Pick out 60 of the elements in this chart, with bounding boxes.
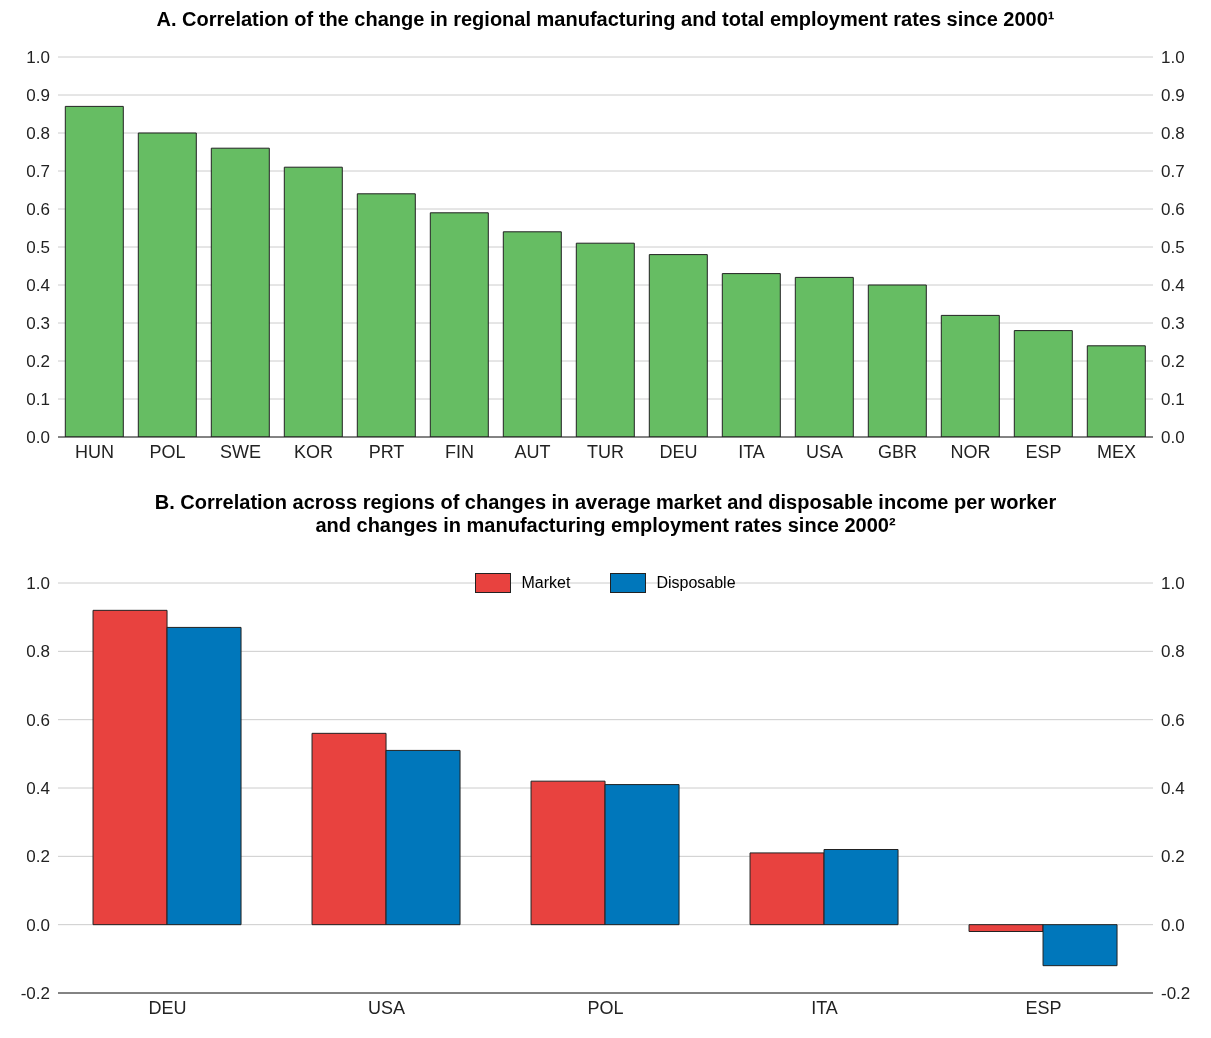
y-tick-label: 0.6 [26,200,50,220]
y-tick-label: 0.5 [26,238,50,258]
legend-label: Disposable [655,573,736,593]
x-tick-label: SWE [219,441,262,462]
x-tick-label: ITA [738,441,765,462]
y2-tick-label: 0.3 [1161,314,1185,334]
x-tick-label: KOR [293,441,334,462]
chart-title: A. Correlation of the change in regional manufacturing and total employment rates since 2000¹ [155,8,1056,31]
x-tick-label: HUN [75,441,114,462]
y2-tick-label: 1.0 [1161,48,1185,68]
x-tick-label: PRT [368,441,405,462]
y2-tick-label: 1.0 [1161,574,1185,594]
y-tick-label: 0.4 [26,779,50,799]
y2-tick-label: 0.5 [1161,238,1185,258]
y2-tick-label: 0.2 [1161,352,1185,372]
x-tick-label: NOR [950,441,991,462]
y2-tick-label: 0.8 [1161,124,1185,144]
y2-tick-label: -0.2 [1161,984,1191,1004]
x-tick-label: FIN [445,441,474,462]
x-tick-label: MEX [1096,441,1137,462]
x-tick-label: ITA [811,997,838,1018]
x-tick-label: POL [587,997,624,1018]
y2-tick-label: 0.9 [1161,86,1185,106]
x-tick-label: AUT [514,441,551,462]
y2-tick-label: 0.0 [1161,428,1185,448]
legend-label: Market [520,573,571,593]
y2-tick-label: 0.7 [1161,162,1185,182]
y-tick-label: 1.0 [26,574,50,594]
y-tick-label: 0.8 [26,642,50,662]
x-tick-label: DEU [148,997,187,1018]
y-tick-label: 0.2 [26,847,50,867]
x-tick-label: USA [367,997,406,1018]
x-tick-label: ESP [1025,997,1062,1018]
y-tick-label: -0.2 [20,984,50,1004]
y-tick-label: 0.2 [26,352,50,372]
x-tick-label: GBR [877,441,918,462]
x-tick-label: POL [149,441,186,462]
y2-tick-label: 0.6 [1161,710,1185,730]
y-tick-label: 0.4 [26,276,50,296]
y-tick-label: 0.0 [26,915,50,935]
x-tick-label: TUR [587,441,624,462]
y-tick-label: 0.8 [26,124,50,144]
y-tick-label: 0.3 [26,314,50,334]
y-tick-label: 0.7 [26,162,50,182]
y2-tick-label: 0.8 [1161,642,1185,662]
y2-tick-label: 0.0 [1161,915,1185,935]
x-tick-label: DEU [659,441,698,462]
y2-tick-label: 0.1 [1161,390,1185,410]
y-tick-label: 1.0 [26,48,50,68]
x-tick-label: USA [805,441,844,462]
y-tick-label: 0.0 [26,428,50,448]
y2-tick-label: 0.4 [1161,276,1185,296]
y2-tick-label: 0.6 [1161,200,1185,220]
y2-tick-label: 0.2 [1161,847,1185,867]
y2-tick-label: 0.4 [1161,779,1185,799]
y-tick-label: 0.9 [26,86,50,106]
x-tick-label: ESP [1025,441,1062,462]
y-tick-label: 0.6 [26,710,50,730]
chart-title: B. Correlation across regions of changes in average market and disposable income per worker and changes in manufacturing employment rates since 2000² [153,491,1058,537]
y-tick-label: 0.1 [26,390,50,410]
